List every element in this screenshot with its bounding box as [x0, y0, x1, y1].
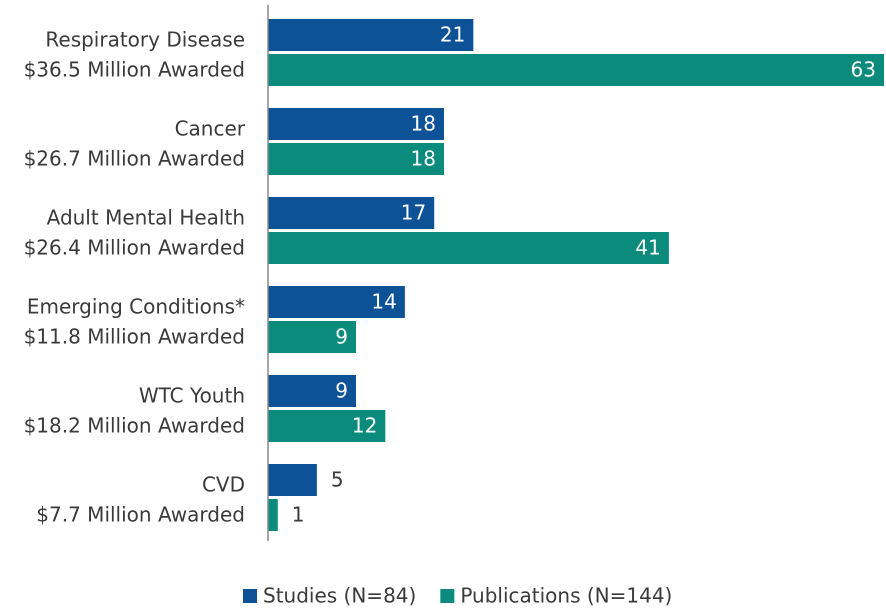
category-sublabel: $36.5 Million Awarded: [24, 58, 245, 82]
category-sublabel: $18.2 Million Awarded: [24, 414, 245, 438]
value-label: 9: [335, 379, 348, 403]
category-label: WTC Youth: [139, 384, 245, 408]
category-label: Respiratory Disease: [45, 28, 245, 52]
value-label: 18: [411, 147, 436, 171]
bar: [268, 232, 669, 264]
value-label: 21: [440, 23, 465, 47]
bar: [268, 19, 474, 51]
bar: [268, 286, 405, 318]
value-label: 1: [292, 503, 305, 527]
value-label: 63: [851, 58, 876, 82]
legend-swatch: [243, 589, 257, 603]
legend-label: Studies (N=84): [263, 584, 416, 608]
category-label: CVD: [202, 473, 245, 497]
legend-swatch: [440, 589, 455, 603]
value-label: 14: [371, 290, 396, 314]
bar: [268, 108, 444, 140]
category-sublabel: $7.7 Million Awarded: [36, 503, 245, 527]
legend-label: Publications (N=144): [460, 584, 672, 608]
category-label: Emerging Conditions*: [27, 295, 245, 319]
bar: [268, 321, 356, 353]
bar: [268, 143, 444, 175]
value-label: 9: [335, 325, 348, 349]
category-label: Adult Mental Health: [47, 206, 245, 230]
bar: [268, 54, 884, 86]
bar: [268, 499, 278, 531]
value-label: 18: [411, 112, 436, 136]
category-sublabel: $26.4 Million Awarded: [24, 236, 245, 260]
category-sublabel: $26.7 Million Awarded: [24, 147, 245, 171]
value-label: 12: [352, 414, 377, 438]
bar: [268, 197, 435, 229]
category-label: Cancer: [175, 117, 246, 141]
category-sublabel: $11.8 Million Awarded: [24, 325, 245, 349]
value-label: 5: [331, 468, 344, 492]
bar: [268, 375, 356, 407]
bar: [268, 464, 317, 496]
bar: [268, 410, 386, 442]
value-label: 17: [401, 201, 426, 225]
value-label: 41: [635, 236, 660, 260]
